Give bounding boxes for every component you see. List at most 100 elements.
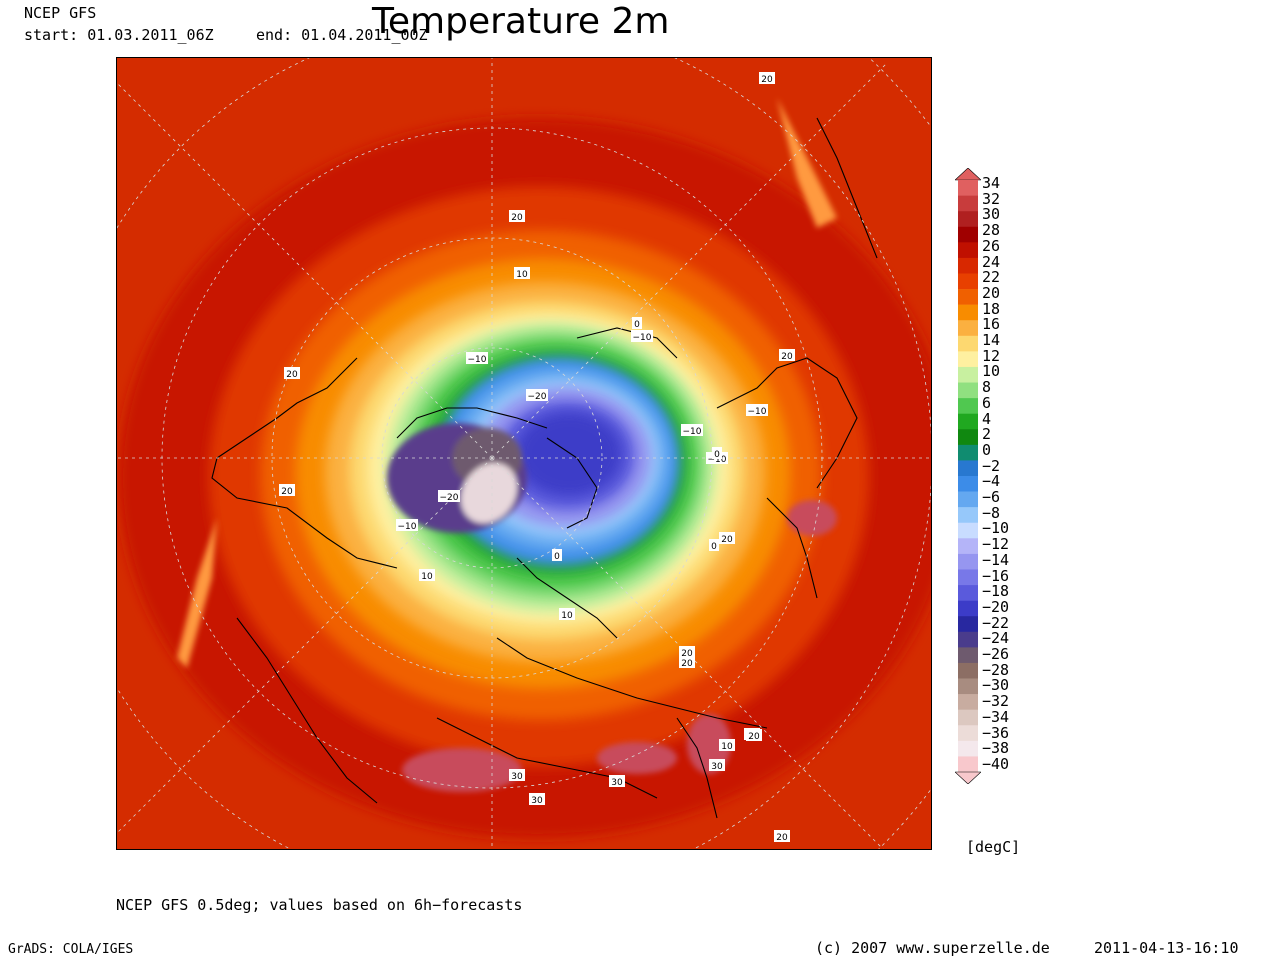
contour-label: −10 [748, 407, 767, 417]
coastlines [211, 117, 878, 819]
colorbar-label: 26 [982, 236, 1001, 255]
colorbar-label: 12 [982, 346, 1001, 365]
contour-label: 10 [421, 572, 433, 582]
colorbar-swatch [958, 476, 978, 492]
colorbar-label: 28 [982, 221, 1001, 240]
contour-label: 20 [681, 649, 693, 659]
end-date: end: 01.04.2011_00Z [256, 26, 428, 44]
colorbar-label: −10 [982, 519, 1010, 538]
colorbar-label: 10 [982, 362, 1001, 381]
contour-label: 20 [721, 535, 733, 545]
colorbar-label: 24 [982, 252, 1001, 271]
colorbar-label: −16 [982, 566, 1010, 585]
contour-label: 20 [776, 833, 788, 843]
colorbar-swatch [958, 585, 978, 601]
contour-label: 30 [511, 772, 523, 782]
contour-label-box [679, 646, 695, 658]
colorbar-swatch [958, 351, 978, 368]
contour-label-box [279, 484, 295, 496]
colorbar-label: −22 [982, 613, 1010, 632]
map-title: Temperature 2m [372, 1, 670, 42]
contour-label-box [466, 352, 488, 364]
colorbar-label: −2 [982, 456, 1001, 475]
colorbar-label: −12 [982, 535, 1010, 554]
copyright-text: (c) 2007 www.superzelle.de [815, 939, 1050, 957]
colorbar-label: 20 [982, 283, 1001, 302]
contour-label-box [719, 532, 735, 544]
colorbar-label: −34 [982, 707, 1010, 726]
colorbar-swatch [958, 647, 978, 664]
cold-core [387, 423, 527, 533]
colorbar-swatch [958, 662, 978, 679]
colorbar-arrow-bottom [955, 771, 981, 784]
colorbar-label: 8 [982, 378, 992, 397]
contour-label-box [759, 72, 775, 84]
colorbar-label: 34 [982, 174, 1001, 192]
contour-label: 20 [681, 659, 693, 669]
colorbar-label: 18 [982, 299, 1001, 318]
colorbar-label: −32 [982, 692, 1010, 711]
colorbar-swatch [958, 226, 978, 243]
colorbar-label: −4 [982, 472, 1001, 491]
contour-label: 0 [634, 320, 640, 330]
contour-label-box [719, 739, 735, 751]
contour-label: 20 [781, 352, 793, 362]
colorbar-label: −36 [982, 723, 1010, 742]
colorbar-label: −40 [982, 754, 1010, 773]
colorbar-swatch [958, 429, 978, 446]
colorbar-swatch [958, 678, 978, 695]
colorbar-label: −28 [982, 660, 1010, 679]
colorbar-swatch [958, 398, 978, 414]
colorbar-swatch [958, 180, 978, 196]
contour-label: −10 [633, 333, 652, 343]
contour-label-box [709, 759, 725, 771]
colorbar-label: −38 [982, 739, 1010, 758]
contour-label-box [712, 447, 722, 459]
colorbar-swatch [958, 382, 978, 399]
contour-label: −10 [398, 522, 417, 532]
colorbar-swatch [958, 725, 978, 742]
colorbar-swatch [958, 491, 978, 508]
contour-label-box [631, 330, 653, 342]
colorbar-label: −24 [982, 629, 1010, 648]
contour-label-box [396, 519, 418, 531]
colorbar-swatch [958, 195, 978, 212]
contour-label: −10 [468, 355, 487, 365]
colorbar-unit: [degC] [966, 838, 1021, 856]
colorbar-label: 6 [982, 393, 992, 412]
contour-label: 10 [721, 742, 733, 752]
contour-label: 20 [511, 213, 523, 223]
contour-label: 20 [761, 75, 773, 85]
contour-label-box [514, 267, 530, 279]
colorbar-swatch [958, 538, 978, 555]
colorbar-swatch [958, 569, 978, 586]
colorbar-label: 0 [982, 440, 992, 459]
colorbar-label: 22 [982, 268, 1001, 287]
colorbar-label: 4 [982, 409, 992, 428]
grads-credit: GrADS: COLA/IGES [8, 942, 134, 957]
contour-label-box [526, 389, 548, 401]
timestamp: 2011-04-13-16:10 [1094, 939, 1239, 957]
colorbar-swatch [958, 522, 978, 539]
temperature-band [516, 412, 622, 496]
colorbar-swatch [958, 507, 978, 524]
contour-label-box [746, 729, 762, 741]
colorbar-label: 32 [982, 189, 1001, 208]
colorbar-label: 14 [982, 331, 1001, 349]
colorbar-swatch [958, 740, 978, 757]
contour-label: 30 [711, 762, 723, 772]
contour-label-box [774, 830, 790, 842]
contour-label-box [681, 424, 703, 436]
colorbar-swatch [958, 631, 978, 648]
contour-label-box [284, 367, 300, 379]
colorbar-swatch [958, 756, 978, 773]
colorbar-label: 16 [982, 315, 1001, 334]
contour-label-box [529, 793, 545, 805]
colorbar-swatch [958, 413, 978, 430]
data-source-note: NCEP GFS 0.5deg; values based on 6h−fore… [116, 896, 523, 914]
temperature-map: 20 20 20 10 0 −10 −10 −10 −20 −20 −10 −10 −10 0 10 20 20… [116, 57, 932, 850]
contour-label: 20 [748, 732, 760, 742]
colorbar-label: −14 [982, 550, 1010, 569]
colorbar-arrow-top [955, 168, 981, 181]
map-canvas: 202020100−10−10−10−20−20−10−10−100102020… [117, 58, 931, 849]
